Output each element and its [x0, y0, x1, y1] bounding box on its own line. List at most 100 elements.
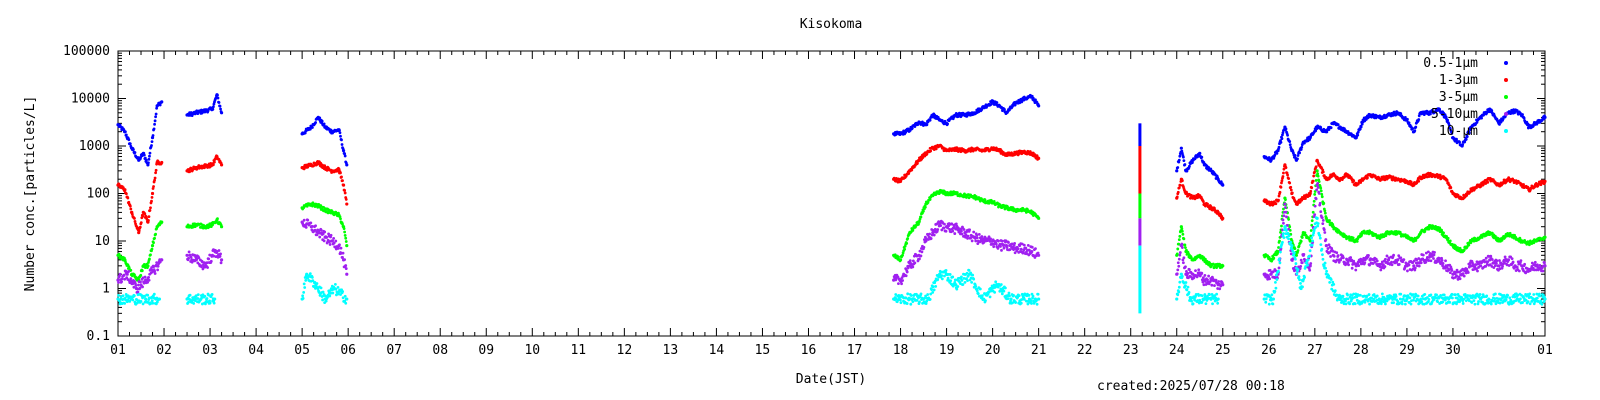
data-point — [1000, 248, 1003, 252]
data-point — [1476, 269, 1479, 273]
data-point — [343, 189, 347, 192]
data-point — [1181, 261, 1185, 265]
data-point — [1357, 264, 1361, 267]
data-point — [1008, 108, 1011, 112]
data-point — [1213, 284, 1216, 287]
data-point — [1300, 145, 1304, 149]
data-point — [1321, 170, 1325, 174]
data-point — [1180, 149, 1184, 153]
data-point — [966, 234, 970, 238]
data-point — [1507, 258, 1511, 262]
data-point — [968, 228, 971, 232]
y-tick-label: 100000 — [63, 44, 110, 59]
data-point — [1346, 130, 1350, 133]
data-point — [1176, 268, 1180, 272]
data-point — [306, 218, 310, 222]
data-point — [1034, 247, 1037, 251]
data-point — [1349, 256, 1353, 259]
data-point — [1277, 194, 1281, 198]
data-point — [1308, 191, 1312, 196]
data-point — [1425, 109, 1429, 113]
data-point — [1462, 274, 1466, 278]
data-point — [1490, 109, 1494, 113]
data-point — [150, 195, 154, 199]
data-point — [1300, 236, 1304, 239]
data-point — [147, 219, 150, 222]
data-point — [1498, 259, 1501, 262]
data-point — [345, 163, 349, 167]
data-point — [1177, 257, 1181, 261]
data-point — [148, 209, 152, 212]
data-point — [1409, 180, 1413, 184]
data-point — [901, 253, 904, 257]
y-tick-label: 100 — [87, 187, 110, 202]
data-point — [1282, 221, 1285, 225]
data-point — [1319, 186, 1323, 190]
data-point — [1323, 209, 1327, 213]
data-point — [1289, 185, 1293, 189]
data-point — [1206, 278, 1209, 282]
data-point — [323, 230, 327, 234]
data-point — [960, 232, 964, 236]
data-point — [302, 167, 306, 171]
data-point — [933, 227, 937, 231]
data-point — [156, 268, 160, 272]
data-point — [1030, 245, 1034, 249]
data-point — [1203, 274, 1207, 277]
data-point — [1442, 231, 1445, 235]
series-1 — [116, 143, 1547, 235]
data-point — [1175, 252, 1179, 256]
data-point — [1181, 155, 1185, 159]
data-point — [1486, 180, 1490, 184]
data-point — [343, 152, 347, 156]
data-point — [1008, 248, 1012, 251]
data-point — [962, 228, 966, 231]
data-point — [149, 253, 152, 257]
data-point — [1385, 254, 1389, 258]
data-point — [1198, 151, 1202, 155]
data-point — [977, 232, 981, 236]
data-point — [1196, 155, 1200, 159]
data-point — [1465, 135, 1469, 139]
data-point — [1288, 181, 1292, 185]
data-point — [1414, 125, 1418, 129]
data-point — [1207, 274, 1211, 278]
data-point — [1175, 195, 1179, 199]
data-point — [1272, 256, 1276, 260]
data-point — [1421, 253, 1425, 257]
data-point — [338, 131, 342, 135]
data-point — [148, 151, 152, 155]
data-point — [1221, 216, 1225, 220]
data-point — [1300, 261, 1304, 265]
data-point — [928, 232, 931, 236]
data-point — [1310, 186, 1314, 190]
data-point — [974, 239, 978, 243]
data-point — [1329, 255, 1332, 258]
data-point — [1284, 166, 1288, 170]
data-point — [1336, 254, 1340, 257]
data-point — [905, 241, 909, 245]
data-point — [1332, 254, 1336, 258]
x-tick-label: 14 — [709, 343, 725, 358]
data-point — [1316, 186, 1320, 189]
data-point — [904, 274, 908, 278]
data-point — [344, 267, 348, 270]
data-point — [342, 227, 346, 231]
data-point — [920, 250, 924, 254]
data-point — [1321, 218, 1325, 222]
data-point — [150, 244, 155, 248]
data-point — [1407, 121, 1411, 125]
x-tick-label: 23 — [1123, 343, 1139, 358]
data-point — [1282, 171, 1285, 175]
data-point — [1375, 259, 1379, 263]
data-point — [1367, 253, 1370, 257]
data-point — [1446, 236, 1450, 240]
data-point — [219, 261, 223, 265]
data-point — [942, 226, 946, 230]
data-point — [1354, 268, 1358, 272]
data-point — [1323, 231, 1327, 234]
data-point — [1343, 175, 1346, 179]
data-point — [139, 280, 142, 284]
data-point — [1299, 258, 1303, 262]
